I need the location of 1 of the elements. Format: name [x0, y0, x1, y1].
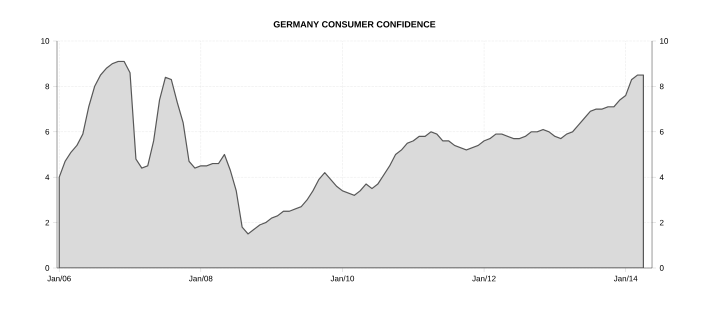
chart-title: GERMANY CONSUMER CONFIDENCE: [274, 21, 436, 28]
